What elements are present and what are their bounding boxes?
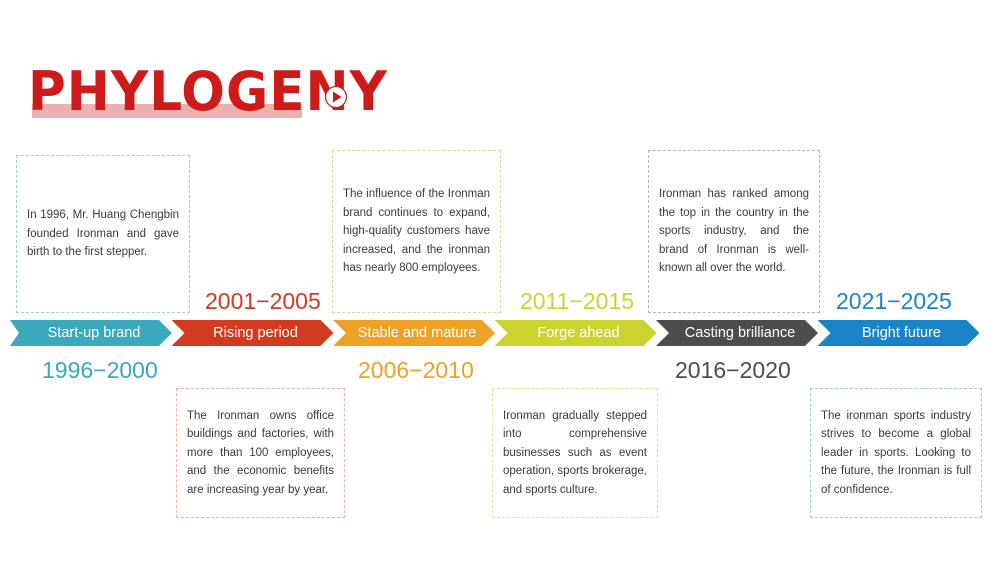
chevron-segment-3[interactable]: Stable and mature — [333, 320, 495, 346]
note-text: The ironman sports industry strives to b… — [821, 409, 971, 496]
note-text: The influence of the Ironman brand conti… — [343, 188, 490, 275]
chevron-segment-2[interactable]: Rising period — [172, 320, 334, 346]
chevron-segment-label: Stable and mature — [357, 325, 477, 341]
note-box-2: The Ironman owns office buildings and fa… — [176, 388, 345, 518]
chevron-segment-4[interactable]: Forge ahead — [495, 320, 657, 346]
year-label-2: 2001−2005 — [205, 288, 321, 314]
chevron-segment-1[interactable]: Start-up brand — [10, 320, 172, 346]
year-label-5: 2016−2020 — [675, 357, 791, 383]
note-box-6: The ironman sports industry strives to b… — [810, 388, 982, 518]
note-text: Ironman gradually stepped into comprehen… — [503, 409, 647, 496]
chevron-segment-label: Forge ahead — [537, 325, 620, 341]
year-label-6: 2021−2025 — [836, 288, 952, 314]
note-box-1: In 1996, Mr. Huang Chengbin founded Iron… — [16, 155, 190, 313]
note-text: The Ironman owns office buildings and fa… — [187, 409, 334, 496]
note-box-3: The influence of the Ironman brand conti… — [332, 150, 501, 313]
chevron-segment-label: Start-up brand — [47, 325, 141, 341]
year-label-4: 2011−2015 — [520, 288, 635, 314]
note-box-5: Ironman has ranked among the top in the … — [648, 150, 820, 313]
note-text: In 1996, Mr. Huang Chengbin founded Iron… — [27, 209, 179, 259]
chevron-segment-label: Bright future — [862, 325, 941, 341]
note-box-4: Ironman gradually stepped into comprehen… — [492, 388, 658, 518]
year-label-3: 2006−2010 — [358, 357, 474, 383]
note-text: Ironman has ranked among the top in the … — [659, 188, 809, 275]
chevron-segment-label: Casting brilliance — [684, 325, 796, 341]
chevron-segment-5[interactable]: Casting brilliance — [656, 320, 818, 346]
title-underline-bar — [32, 104, 302, 118]
timeline-chevron-bar: Start-up brand Rising period Stable and ma… — [10, 320, 980, 346]
chevron-segment-6[interactable]: Bright future — [818, 320, 980, 346]
play-circle-icon[interactable] — [324, 85, 348, 109]
year-label-1: 1996−2000 — [42, 357, 158, 383]
chevron-segment-label: Rising period — [213, 325, 298, 341]
